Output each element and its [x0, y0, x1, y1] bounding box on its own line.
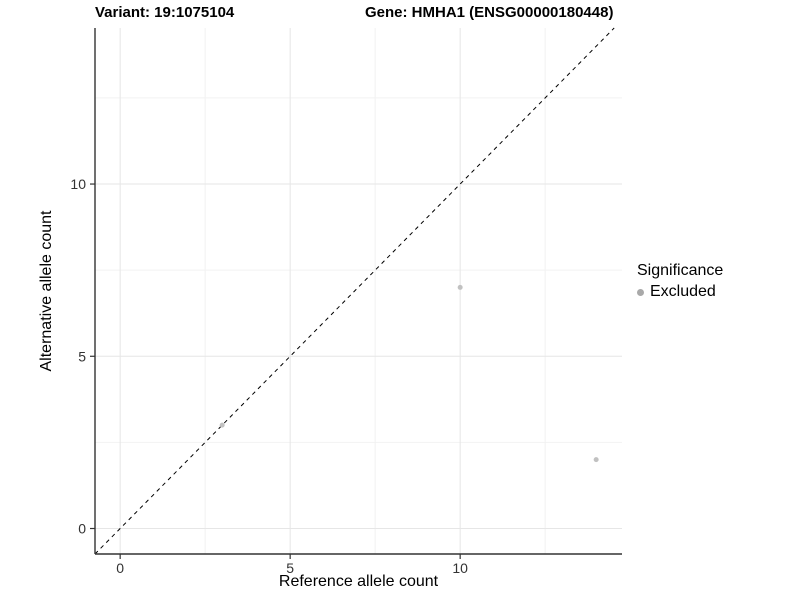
x-axis-title: Reference allele count	[278, 573, 439, 590]
data-point	[593, 457, 599, 463]
identity-reference-line	[94, 27, 615, 555]
legend: Significance Excluded	[637, 262, 723, 301]
x-tick-label: 5	[286, 560, 294, 576]
y-axis-title: Alternative allele count	[38, 210, 55, 372]
variant-title: Variant: 19:1075104	[95, 4, 235, 21]
x-tick-label: 10	[452, 560, 468, 576]
legend-items: Excluded	[637, 283, 723, 301]
y-tick-label: 5	[78, 348, 86, 364]
data-point	[219, 422, 225, 428]
x-tick-label: 0	[116, 560, 124, 576]
y-tick-label: 0	[78, 521, 86, 537]
y-tick-label: 10	[70, 176, 86, 192]
legend-title: Significance	[637, 262, 724, 279]
legend-point-icon	[637, 288, 644, 296]
gene-title: Gene: HMHA1 (ENSG00000180448)	[365, 4, 614, 21]
legend-item-label: Excluded	[650, 283, 716, 300]
data-point	[457, 284, 463, 290]
legend-item: Excluded	[637, 283, 723, 301]
